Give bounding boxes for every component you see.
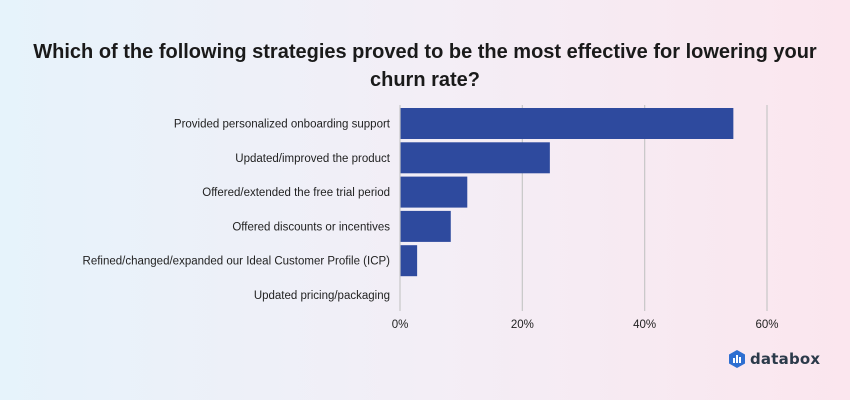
category-label: Offered discounts or incentives xyxy=(232,221,390,233)
bar xyxy=(400,245,418,277)
bar xyxy=(400,142,550,174)
category-label: Updated/improved the product xyxy=(235,153,391,165)
category-label: Updated pricing/packaging xyxy=(254,290,390,302)
x-tick-label: 20% xyxy=(511,319,534,331)
x-tick-label: 60% xyxy=(755,319,778,331)
chart-title: Which of the following strategies proved… xyxy=(33,41,817,91)
category-label: Provided personalized onboarding support xyxy=(174,119,391,131)
x-tick-label: 40% xyxy=(633,319,656,331)
bar xyxy=(400,176,468,208)
databox-logo-text: databox xyxy=(750,350,821,368)
bar xyxy=(400,210,451,242)
databox-logo: databox xyxy=(728,349,820,369)
x-tick-label: 0% xyxy=(392,319,409,331)
databox-logo-icon xyxy=(729,350,745,368)
category-label: Refined/changed/expanded our Ideal Custo… xyxy=(83,256,391,268)
category-label: Offered/extended the free trial period xyxy=(202,187,390,199)
bar xyxy=(400,108,734,139)
